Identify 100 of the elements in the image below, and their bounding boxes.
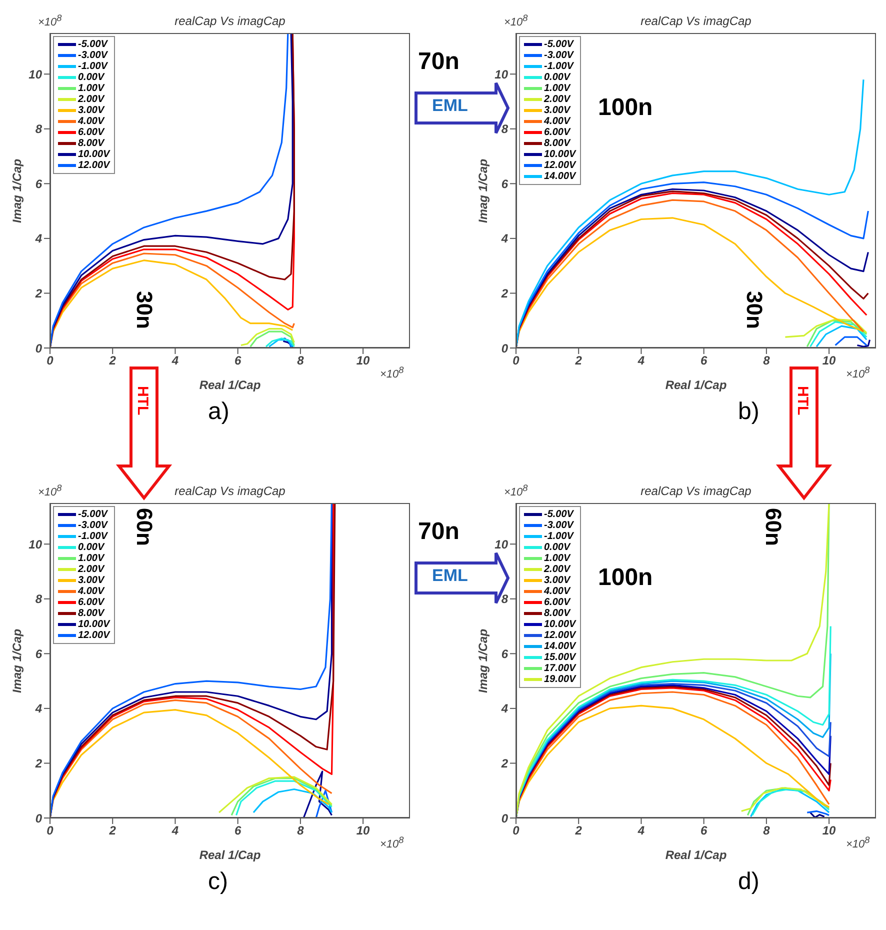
legend-label: -1.00V [78, 531, 108, 542]
legend-label: 4.00V [544, 586, 570, 597]
legend-label: 4.00V [78, 586, 104, 597]
x-tick-label: 0 [512, 824, 520, 838]
y-tick-label: 4 [34, 232, 42, 246]
legend-label: -5.00V [78, 39, 108, 50]
legend-label: -1.00V [544, 531, 574, 542]
y-axis-title: Imag 1/Cap [10, 627, 24, 695]
text: ×10$^{8}$ [38, 13, 62, 29]
x-tick-label: 4 [170, 354, 179, 368]
x-tick-label: 0 [512, 354, 520, 368]
legend-label: 8.00V [78, 608, 104, 619]
y-tick-label: 10 [494, 537, 508, 552]
text: ×10$^{8}$ [846, 835, 870, 851]
y-tick-label: 4 [500, 232, 508, 246]
x-tick-label: 10 [822, 354, 836, 368]
y-axis-title: Imag 1/Cap [476, 157, 490, 225]
y-tick-label: 8 [501, 122, 508, 136]
x-tick-label: 8 [297, 354, 304, 368]
y-tick-label: 2 [34, 286, 42, 300]
legend-label: 14.00V [544, 171, 576, 182]
legend-label: 1.00V [78, 83, 104, 94]
y-tick-label: 0 [501, 811, 508, 826]
x-tick-label: 6 [700, 824, 708, 838]
y-tick-label: 6 [501, 176, 508, 191]
legend-label: 10.00V [544, 149, 576, 160]
annotation: 30n [742, 291, 767, 329]
x-axis-title: Real 1/Cap [199, 378, 261, 392]
legend-label: 2.00V [544, 564, 570, 575]
line-series [218, 776, 333, 814]
x-tick-label: 0 [46, 354, 54, 368]
annotation: 30n [132, 291, 157, 329]
legend-label: 0.00V [544, 72, 570, 83]
legend-label: 1.00V [544, 83, 570, 94]
chart-title: realCap Vs imagCap [174, 14, 286, 28]
y-tick-label: 2 [500, 286, 508, 300]
y-tick-label: 4 [34, 702, 42, 716]
x-tick-label: 4 [636, 354, 645, 368]
legend-label: 3.00V [544, 575, 570, 586]
y-tick-label: 0 [35, 811, 42, 826]
y-tick-label: 10 [494, 67, 508, 82]
x-tick-label: 10 [356, 354, 370, 368]
y-tick-label: 10 [28, 67, 42, 82]
line-series [856, 338, 871, 348]
legend-label: 0.00V [78, 542, 104, 553]
y-tick-label: 0 [501, 341, 508, 356]
y-tick-label: 0 [35, 341, 42, 356]
legend-label: -3.00V [78, 520, 108, 531]
text: ×10$^{8}$ [846, 365, 870, 381]
line-series [282, 340, 294, 348]
x-tick-label: 10 [822, 824, 836, 838]
legend-label: 4.00V [78, 116, 104, 127]
legend-label: -5.00V [78, 509, 108, 520]
y-tick-label: 8 [35, 122, 42, 136]
x-tick-label: 0 [46, 824, 54, 838]
legend-label: 8.00V [78, 138, 104, 149]
text: EML [432, 566, 468, 585]
legend-label: -1.00V [78, 61, 108, 72]
y-tick-label: 6 [35, 646, 42, 661]
text: ×10$^{8}$ [504, 483, 528, 499]
legend-label: 2.00V [78, 94, 104, 105]
legend-label: 14.00V [544, 641, 576, 652]
x-tick-label: 8 [763, 824, 770, 838]
text: a) [208, 398, 230, 425]
legend-label: 6.00V [544, 597, 570, 608]
legend-label: 10.00V [78, 149, 110, 160]
x-axis-title: Real 1/Cap [665, 848, 727, 862]
y-tick-label: 4 [500, 702, 508, 716]
text: HTL [134, 386, 151, 416]
legend-label: 3.00V [78, 575, 104, 586]
y-axis-title: Imag 1/Cap [476, 627, 490, 695]
y-tick-label: 10 [28, 537, 42, 552]
x-tick-label: 2 [574, 824, 582, 838]
x-tick-label: 2 [108, 354, 116, 368]
line-series [516, 78, 864, 348]
y-tick-label: 6 [35, 176, 42, 191]
text: c) [208, 868, 228, 895]
x-tick-label: 4 [636, 824, 645, 838]
text: EML [432, 96, 468, 115]
x-axis-title: Real 1/Cap [199, 848, 261, 862]
text: ×10$^{8}$ [504, 13, 528, 29]
annotation: 60n [761, 508, 786, 546]
legend-label: 6.00V [544, 127, 570, 138]
text: HTL [794, 386, 811, 416]
y-tick-label: 2 [500, 756, 508, 770]
text: 70n [418, 518, 460, 545]
text: b) [738, 398, 760, 425]
line-series [302, 770, 333, 818]
legend-label: -3.00V [544, 520, 574, 531]
legend-label: 12.00V [544, 630, 576, 641]
legend-label: -3.00V [544, 50, 574, 61]
line-series [784, 318, 868, 338]
legend-label: 12.00V [544, 160, 576, 171]
x-tick-label: 8 [297, 824, 304, 838]
legend-label: 12.00V [78, 630, 110, 641]
text: d) [738, 868, 760, 895]
text: 70n [418, 48, 460, 75]
x-tick-label: 6 [700, 354, 708, 368]
x-tick-label: 6 [234, 824, 242, 838]
legend-label: 6.00V [78, 127, 104, 138]
